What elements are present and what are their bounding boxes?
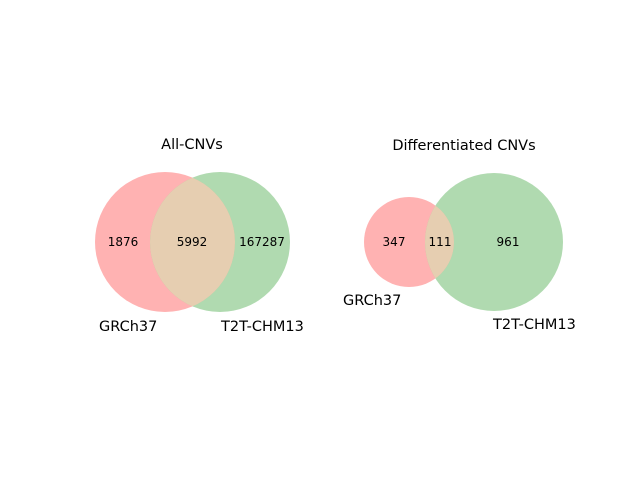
count-t2t-chm13-only: 961 — [497, 235, 520, 249]
set-intersection — [150, 172, 235, 312]
set-label-grch37: GRCh37 — [343, 293, 401, 309]
set-label-grch37: GRCh37 — [99, 319, 157, 335]
venn-diagram-all-cnvs: All-CNVs 1876 5992 167287 GRCh37 T2T-CHM… — [95, 137, 304, 335]
count-grch37-only: 347 — [383, 235, 406, 249]
set-circle-t2t-chm13 — [425, 173, 563, 311]
count-intersection: 5992 — [177, 235, 208, 249]
venn-diagram-differentiated-cnvs: Differentiated CNVs 347 111 961 GRCh37 T… — [343, 138, 576, 333]
diagram-title: All-CNVs — [161, 137, 223, 153]
count-grch37-only: 1876 — [108, 235, 139, 249]
diagram-title: Differentiated CNVs — [392, 138, 535, 154]
count-t2t-chm13-only: 167287 — [239, 235, 285, 249]
set-label-t2t-chm13: T2T-CHM13 — [220, 319, 304, 335]
set-label-t2t-chm13: T2T-CHM13 — [492, 317, 576, 333]
count-intersection: 111 — [429, 235, 452, 249]
